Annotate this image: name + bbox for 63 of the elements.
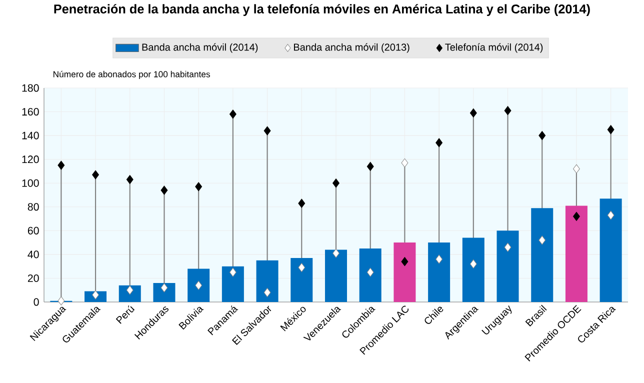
point <box>160 283 168 292</box>
bar <box>290 258 313 302</box>
point <box>401 257 408 266</box>
point <box>436 254 443 264</box>
point <box>470 108 477 118</box>
bar <box>600 198 622 302</box>
y-tick-label: 0 <box>34 298 39 306</box>
point <box>92 290 99 300</box>
legend-label: Banda ancha móvil (2014) <box>142 43 258 53</box>
point <box>538 236 546 245</box>
point <box>264 126 271 136</box>
y-tick-label: 120 <box>22 156 39 164</box>
legend-label: Telefonía móvil (2014) <box>445 43 543 53</box>
point <box>229 268 236 277</box>
y-tick-label: 60 <box>28 226 39 234</box>
point <box>607 210 614 220</box>
bar <box>153 282 176 302</box>
bar <box>222 266 244 302</box>
point <box>470 259 477 268</box>
bar <box>462 238 484 302</box>
point <box>538 131 546 140</box>
point <box>298 262 306 272</box>
point <box>92 170 99 180</box>
point <box>195 280 202 290</box>
point <box>436 138 443 148</box>
bar <box>531 208 554 302</box>
bar <box>325 250 347 302</box>
point <box>298 198 306 208</box>
bar <box>496 230 519 302</box>
point <box>504 242 512 252</box>
bar <box>188 268 210 302</box>
y-tick-label: 140 <box>22 132 39 140</box>
y-tick-label: 100 <box>22 179 39 187</box>
point <box>58 296 65 306</box>
point <box>58 160 65 170</box>
point <box>366 268 374 277</box>
legend-label: Banda ancha móvil (2013) <box>294 43 410 53</box>
point <box>366 162 374 172</box>
y-axis-title: Número de abonados por 100 habitantes <box>54 70 210 80</box>
chart-title: Penetración de la banda ancha y la telefonía móviles en América Latina y el Caribe (2014) <box>54 4 590 16</box>
y-tick-label: 20 <box>28 274 39 282</box>
point <box>126 286 134 295</box>
point <box>160 186 168 195</box>
point <box>229 110 236 119</box>
bar <box>428 242 450 302</box>
point <box>332 178 340 188</box>
point <box>504 106 512 116</box>
bar <box>256 260 278 302</box>
bar <box>394 242 416 302</box>
point <box>126 175 134 184</box>
y-tick-label: 180 <box>22 84 39 92</box>
point <box>607 125 614 134</box>
point <box>332 248 340 258</box>
y-tick-label: 80 <box>28 203 39 211</box>
y-tick-label: 40 <box>28 250 39 258</box>
point <box>401 158 408 168</box>
point <box>573 212 580 221</box>
point <box>195 182 202 192</box>
bar <box>359 248 382 302</box>
bar <box>565 206 588 302</box>
point <box>573 164 580 174</box>
point <box>264 288 271 298</box>
y-tick-label: 160 <box>22 108 39 116</box>
